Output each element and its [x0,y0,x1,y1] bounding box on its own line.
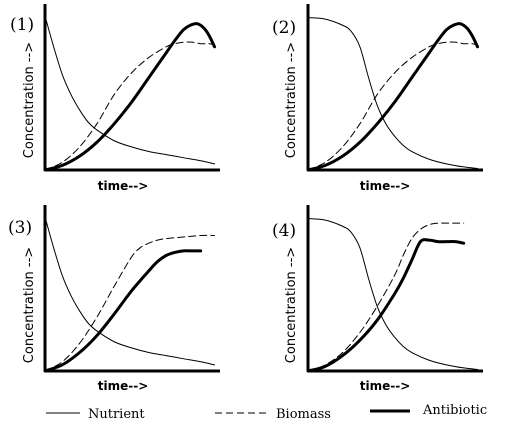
panel-label: (4) [272,221,296,241]
series-biomass-line [307,41,479,171]
series-nutrient-line [44,216,216,366]
series-nutrient-line [44,15,216,165]
chart-panel-3: (3) time--> Concentration --> [8,205,220,393]
panel-label: (1) [10,15,34,35]
x-axis-label: time--> [98,179,149,193]
legend: Nutrient Biomass Antibiotic [46,403,487,422]
series-nutrient-line [307,17,479,169]
series-antibiotic-line [306,22,480,172]
y-axis-label: Concentration --> [284,247,299,363]
series-nutrient-line [307,218,479,370]
series-biomass-line [307,222,465,372]
x-axis-label: time--> [360,179,411,193]
x-axis-label: time--> [360,379,411,393]
x-axis-label: time--> [98,379,149,393]
y-axis-label: Concentration --> [22,247,37,363]
legend-label-antibiotic: Antibiotic [422,403,487,418]
series-biomass-line [44,234,216,372]
legend-label-nutrient: Nutrient [88,407,145,422]
y-axis-label: Concentration --> [22,42,37,158]
chart-panel-1: (1) time--> Concentration --> [10,4,220,193]
series-antibiotic-line [43,22,217,172]
chart-panel-4: (4) time--> Concentration --> [272,205,483,393]
panel-label: (3) [8,218,32,238]
series-antibiotic-line [43,249,203,373]
chart-panel-2: (2) time--> Concentration --> [272,4,483,193]
series-biomass-line [44,41,216,171]
legend-label-biomass: Biomass [276,407,331,422]
y-axis-label: Concentration --> [284,42,299,158]
series-antibiotic-line [306,238,466,373]
panel-label: (2) [272,18,296,38]
